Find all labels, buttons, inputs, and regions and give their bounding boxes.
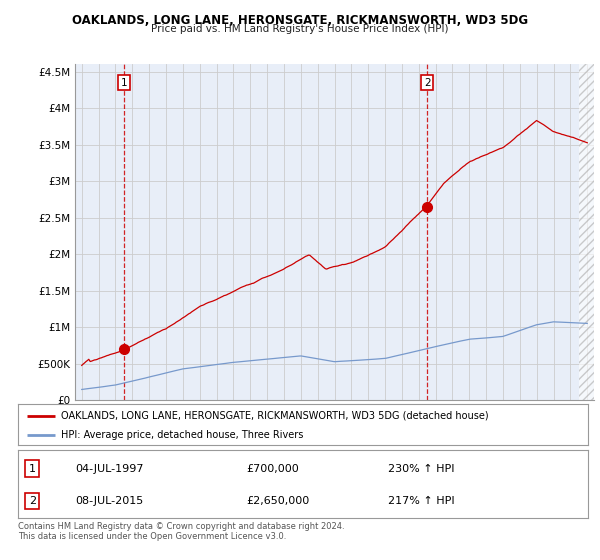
Text: 04-JUL-1997: 04-JUL-1997 <box>75 464 143 474</box>
Text: OAKLANDS, LONG LANE, HERONSGATE, RICKMANSWORTH, WD3 5DG: OAKLANDS, LONG LANE, HERONSGATE, RICKMAN… <box>72 14 528 27</box>
Text: 230% ↑ HPI: 230% ↑ HPI <box>389 464 455 474</box>
Text: £700,000: £700,000 <box>246 464 299 474</box>
Text: 08-JUL-2015: 08-JUL-2015 <box>75 496 143 506</box>
Text: £2,650,000: £2,650,000 <box>246 496 309 506</box>
Text: 2: 2 <box>29 496 36 506</box>
Text: 1: 1 <box>121 78 127 88</box>
Text: Price paid vs. HM Land Registry's House Price Index (HPI): Price paid vs. HM Land Registry's House … <box>151 24 449 34</box>
Text: Contains HM Land Registry data © Crown copyright and database right 2024.
This d: Contains HM Land Registry data © Crown c… <box>18 522 344 542</box>
Text: HPI: Average price, detached house, Three Rivers: HPI: Average price, detached house, Thre… <box>61 430 303 440</box>
Text: 2: 2 <box>424 78 430 88</box>
Text: 217% ↑ HPI: 217% ↑ HPI <box>389 496 455 506</box>
Bar <box>579 64 594 400</box>
Text: 1: 1 <box>29 464 36 474</box>
Text: OAKLANDS, LONG LANE, HERONSGATE, RICKMANSWORTH, WD3 5DG (detached house): OAKLANDS, LONG LANE, HERONSGATE, RICKMAN… <box>61 411 488 421</box>
